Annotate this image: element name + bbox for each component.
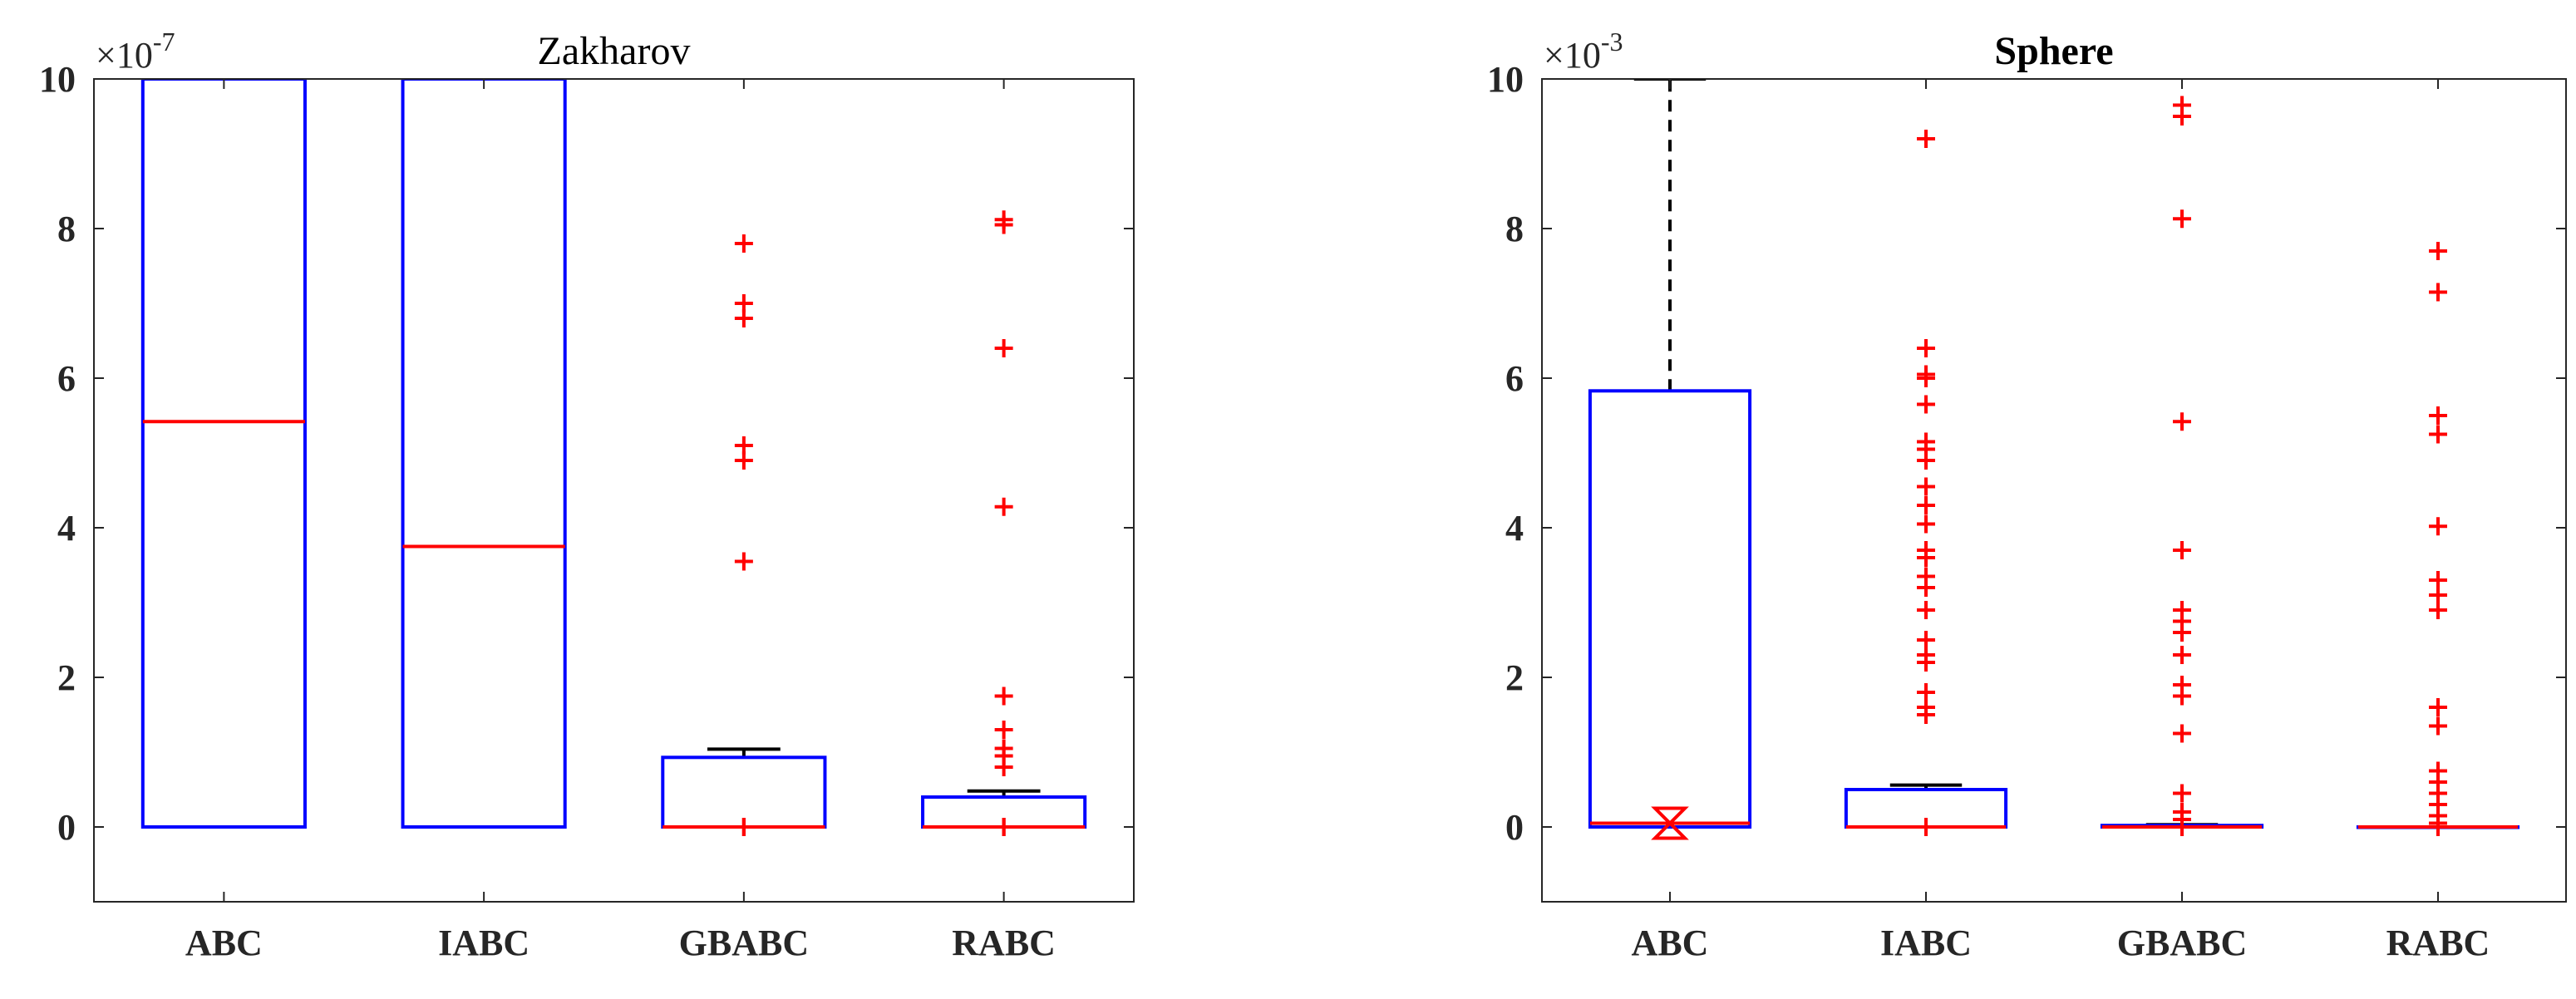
outlier-point (734, 436, 753, 455)
outlier-point (2173, 601, 2191, 619)
box-body (661, 755, 827, 829)
outlier-point (1917, 130, 1935, 148)
outlier-point (2429, 716, 2447, 736)
box-rabc (2356, 242, 2520, 836)
y-tick-label: 6 (57, 358, 76, 399)
y-tick-label: 2 (57, 657, 76, 698)
outlier-point (2429, 698, 2447, 716)
chart-title: Zakharov (538, 29, 691, 73)
outlier-point (2173, 209, 2191, 229)
y-tick-label: 6 (1505, 358, 1524, 399)
outlier-point (1917, 818, 1935, 836)
y-tick-label: 0 (57, 807, 76, 848)
x-tick-label: IABC (1880, 923, 1972, 963)
outlier-point (2429, 517, 2447, 536)
outlier-point (2173, 803, 2191, 821)
box-body (401, 79, 567, 829)
outlier-point (1917, 395, 1935, 414)
outlier-point (994, 210, 1013, 229)
outlier-point (2173, 724, 2191, 743)
x-tick-label: ABC (1632, 923, 1709, 963)
y-tick-label: 0 (1505, 807, 1524, 848)
box-abc (1588, 79, 1752, 840)
outlier-point (2173, 676, 2191, 694)
outlier-point (2429, 571, 2447, 589)
axes-frame (1541, 78, 2567, 903)
outlier-point (1917, 365, 1935, 384)
outlier-point (1917, 567, 1935, 586)
plot-area (140, 79, 1087, 836)
plot-area (1588, 79, 2520, 840)
y-tick-label: 10 (39, 59, 76, 100)
outlier-point (1917, 631, 1935, 649)
outlier-point (1917, 477, 1935, 496)
outlier-point (2429, 406, 2447, 425)
outlier-point (1917, 541, 1935, 559)
chart-panel-2: 0 2 4 6 8 10 ×10-3 Sphere ABC IABC GBABC RABC (1487, 27, 2567, 963)
outlier-point (994, 818, 1013, 836)
x-tick-label: GBABC (2117, 923, 2247, 963)
y-tick-label: 8 (57, 209, 76, 249)
outlier-point (1917, 683, 1935, 701)
outlier-point (734, 818, 753, 836)
chart-title: Sphere (1994, 29, 2113, 73)
outlier-point (1917, 514, 1935, 534)
axis-multiplier: ×10-3 (1544, 27, 1623, 76)
box-gbabc (661, 234, 827, 836)
axes-frame (93, 78, 1135, 903)
y-tick-label: 4 (57, 508, 76, 549)
box-rabc (921, 210, 1087, 836)
outlier-point (994, 721, 1013, 739)
outlier-point (994, 687, 1013, 706)
y-tick-label: 4 (1505, 508, 1524, 549)
chart-panel-1: 0 2 4 6 8 10 ×10-7 Zakharov ABC IABC GBABC RABC (39, 27, 1135, 963)
outlier-point (734, 294, 753, 312)
outlier-point (1917, 496, 1935, 514)
x-tick-label: RABC (2386, 923, 2490, 963)
box-body (140, 79, 307, 829)
outlier-point (2173, 646, 2191, 664)
box-iabc (401, 79, 567, 829)
y-tick-label: 8 (1505, 209, 1524, 249)
outlier-point (734, 234, 753, 253)
outlier-point (1917, 432, 1935, 451)
outlier-point (1917, 601, 1935, 619)
outlier-point (2173, 784, 2191, 803)
box-abc (140, 79, 307, 829)
box-iabc (1844, 130, 2008, 836)
x-tick-label: ABC (185, 923, 263, 963)
x-tick-label: GBABC (679, 923, 809, 963)
outlier-point (2429, 761, 2447, 780)
outlier-point (2173, 96, 2191, 115)
y-tick-label: 2 (1505, 657, 1524, 698)
box-gbabc (2100, 96, 2264, 836)
box-body (1588, 389, 1752, 829)
y-tick-label: 10 (1487, 59, 1524, 100)
outlier-point (2429, 242, 2447, 260)
x-tick-label: IABC (438, 923, 529, 963)
outlier-point (2173, 541, 2191, 559)
outlier-point (2173, 412, 2191, 431)
outlier-point (2429, 283, 2447, 302)
outlier-point (994, 339, 1013, 357)
outlier-point (734, 552, 753, 571)
x-tick-label: RABC (952, 923, 1056, 963)
outlier-point (994, 497, 1013, 516)
median-notch (1651, 806, 1689, 840)
outlier-point (2429, 425, 2447, 444)
axis-multiplier: ×10-7 (96, 27, 175, 76)
outlier-point (994, 739, 1013, 758)
outlier-point (1917, 339, 1935, 357)
